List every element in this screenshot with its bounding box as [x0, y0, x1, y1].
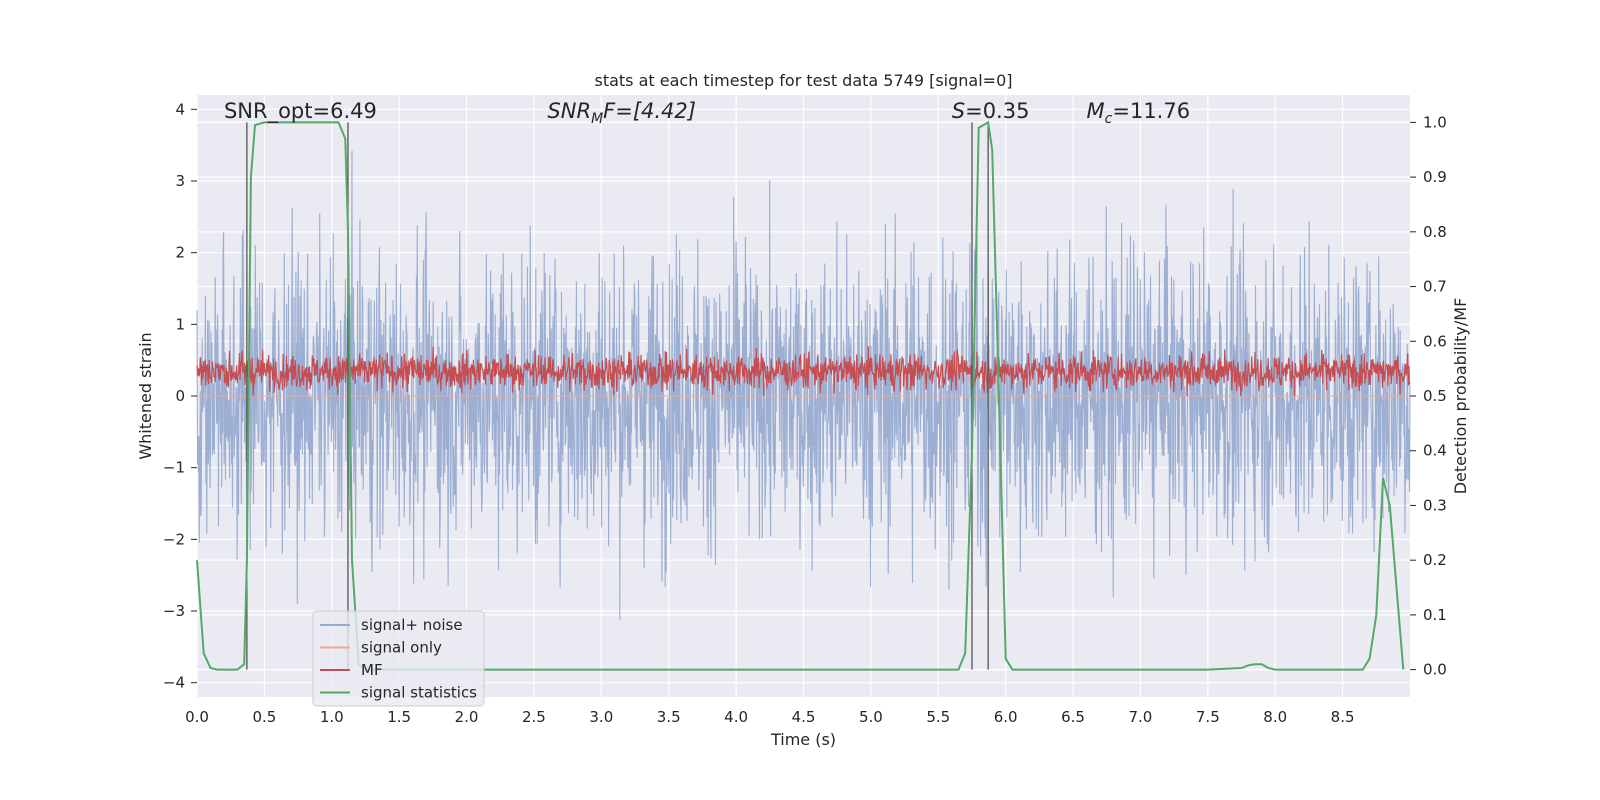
x-axis-ticks: 0.0 0.5 1.0 1.5 2.0 2.5 3.0 3.5 4.0 4.5 5.0 5.5 6.0 6… — [185, 708, 1354, 726]
annotation-s-rest: =0.35 — [965, 99, 1029, 123]
legend-label: signal statistics — [361, 684, 477, 702]
x-tick-label: 5.0 — [859, 708, 883, 726]
y-tick-label: 4 — [175, 100, 185, 118]
x-tick-label: 0.0 — [185, 708, 209, 726]
y-axis-label: Whitened strain — [136, 332, 155, 459]
y-axis-ticks: −4 −3 −2 −1 0 1 2 3 4 — [163, 100, 197, 692]
signal-plus-noise-series — [196, 150, 1411, 620]
y2-tick-label: 0.7 — [1423, 278, 1447, 296]
annotation-snr-mf-rest: F=[4.42] — [603, 99, 696, 123]
annotation-mc-sub: c — [1105, 111, 1113, 127]
y2-tick-label: 0.9 — [1423, 168, 1447, 186]
x-axis-label: Time (s) — [770, 730, 836, 749]
x-tick-label: 8.5 — [1331, 708, 1355, 726]
x-tick-label: 5.5 — [926, 708, 950, 726]
mf-series — [196, 345, 1411, 397]
x-tick-label: 2.5 — [522, 708, 546, 726]
x-tick-label: 7.5 — [1196, 708, 1220, 726]
x-tick-label: 8.0 — [1263, 708, 1287, 726]
y2-axis-ticks: 0.0 0.1 0.2 0.3 0.4 0.5 0.6 0.7 0.8 0.9 1.0 — [1410, 113, 1447, 679]
signal-statistics-series — [196, 120, 1405, 671]
annotation-snr-mf-main: SNR — [547, 99, 591, 123]
y-tick-label: −4 — [163, 674, 185, 692]
annotation-snr-opt: SNR_opt=6.49 — [224, 99, 377, 124]
annotation-s-stat: S=0.35 — [952, 99, 1030, 123]
x-tick-label: 1.5 — [387, 708, 411, 726]
x-tick-label: 3.0 — [589, 708, 613, 726]
legend-label: signal only — [361, 639, 442, 657]
legend-label: MF — [361, 661, 383, 679]
y-tick-label: −1 — [163, 459, 185, 477]
y2-axis-label: Detection probability/MF — [1451, 298, 1470, 495]
x-tick-label: 2.0 — [455, 708, 479, 726]
y-tick-label: 0 — [175, 387, 185, 405]
signal-plus-noise-line — [196, 150, 1411, 620]
y-tick-label: −3 — [163, 602, 185, 620]
y2-tick-label: 0.6 — [1423, 332, 1447, 350]
y2-tick-label: 1.0 — [1423, 113, 1447, 131]
signal-statistics-line — [196, 120, 1405, 671]
y2-tick-label: 0.2 — [1423, 551, 1447, 569]
x-tick-label: 4.0 — [724, 708, 748, 726]
y2-tick-label: 0.1 — [1423, 606, 1447, 624]
annotation-mc-main: M — [1087, 99, 1105, 123]
y2-tick-label: 0.5 — [1423, 387, 1447, 405]
x-tick-label: 0.5 — [252, 708, 276, 726]
chart-title: stats at each timestep for test data 574… — [594, 71, 1012, 90]
legend-label: signal+ noise — [361, 616, 463, 634]
annotation-snr-mf: SNRMF=[4.42] — [547, 99, 696, 127]
annotation-s-main: S — [952, 99, 965, 123]
y-tick-label: 2 — [175, 244, 185, 262]
x-tick-label: 7.0 — [1129, 708, 1153, 726]
legend-box — [312, 610, 485, 707]
y-tick-label: 1 — [175, 315, 185, 333]
y-tick-label: −2 — [163, 530, 185, 548]
x-tick-label: 4.5 — [792, 708, 816, 726]
x-tick-label: 6.5 — [1061, 708, 1085, 726]
y2-tick-label: 0.3 — [1423, 496, 1447, 514]
annotation-snr-mf-sub: M — [591, 111, 603, 127]
y2-tick-label: 0.0 — [1423, 661, 1447, 679]
x-tick-label: 6.0 — [994, 708, 1018, 726]
y2-tick-label: 0.4 — [1423, 442, 1447, 460]
y-tick-label: 3 — [175, 172, 185, 190]
x-tick-label: 1.0 — [320, 708, 344, 726]
annotation-chirp-mass: Mc=11.76 — [1087, 99, 1191, 127]
y2-tick-label: 0.8 — [1423, 223, 1447, 241]
annotation-mc-rest: =11.76 — [1112, 99, 1190, 123]
mf-line — [196, 345, 1411, 397]
x-tick-label: 3.5 — [657, 708, 681, 726]
legend: signal+ noise signal only MF signal statist… — [312, 610, 485, 707]
